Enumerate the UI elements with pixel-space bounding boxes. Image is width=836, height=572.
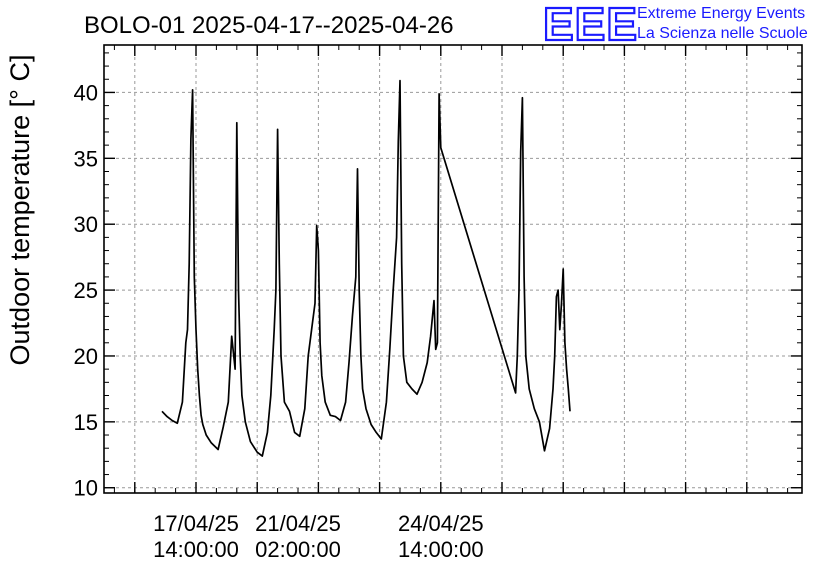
axis-ticks [104, 45, 802, 493]
x-tick-label-time: 14:00:00 [153, 537, 239, 562]
y-tick-label: 40 [74, 80, 98, 105]
y-tick-label: 15 [74, 410, 98, 435]
chart-title: BOLO-01 2025-04-17--2025-04-26 [84, 12, 454, 39]
x-tick-label-time: 14:00:00 [398, 537, 484, 562]
logo-line-2: La Scienza nelle Scuole [637, 25, 808, 42]
x-tick-label-date: 21/04/25 [255, 511, 341, 536]
y-tick-label: 30 [74, 212, 98, 237]
x-tick-label-date: 17/04/25 [153, 511, 239, 536]
logo-line-1: Extreme Energy Events [637, 5, 805, 22]
grid [104, 45, 802, 493]
y-tick-labels: 10 15 20 25 30 35 40 [74, 80, 98, 500]
y-axis-label: Outdoor temperature [° C] [5, 55, 35, 366]
temperature-series-line [161, 79, 571, 457]
plot-frame [103, 44, 803, 494]
y-tick-label: 35 [74, 146, 98, 171]
logo-mark: EEE [543, 0, 638, 50]
x-tick-labels: 17/04/2514:00:0021/04/2502:00:0024/04/25… [153, 511, 483, 562]
y-tick-label: 10 [74, 476, 98, 501]
x-tick-label-date: 24/04/25 [398, 511, 484, 536]
x-tick-label-time: 02:00:00 [255, 537, 341, 562]
y-tick-label: 20 [74, 344, 98, 369]
y-tick-label: 25 [74, 278, 98, 303]
eee-logo: EEE Extreme Energy Events La Scienza nel… [542, 0, 808, 51]
